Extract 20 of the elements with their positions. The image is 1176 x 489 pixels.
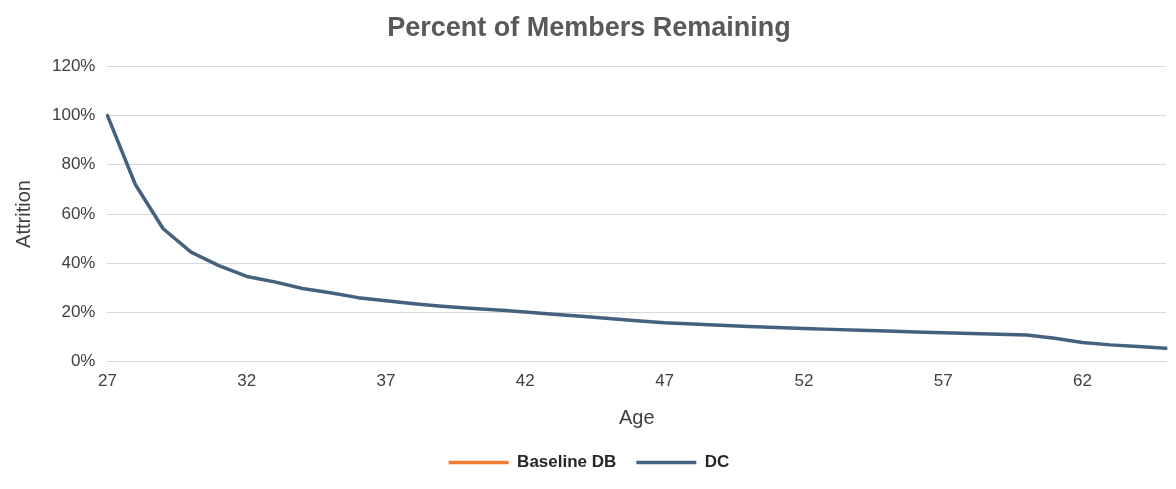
x-tick-label: 27 [98, 371, 117, 391]
legend-label: Baseline DB [517, 452, 617, 472]
y-tick-label: 40% [61, 252, 96, 272]
y-axis-title: Attrition [11, 180, 34, 248]
x-tick-label: 37 [376, 371, 396, 391]
x-tick-label: 42 [515, 371, 535, 391]
x-tick-label: 32 [237, 371, 257, 391]
y-tick-label: 0% [70, 351, 96, 371]
y-tick-label: 80% [61, 154, 96, 174]
y-tick-label: 20% [61, 302, 96, 322]
x-axis-title: Age [618, 405, 655, 428]
legend-label: DC [704, 452, 730, 472]
y-tick-label: 60% [61, 203, 96, 223]
y-tick-label: 100% [52, 105, 96, 125]
chart-title: Percent of Members Remaining [387, 11, 791, 42]
y-tick-label: 120% [52, 56, 96, 76]
x-tick-label: 57 [933, 371, 953, 391]
x-tick-label: 47 [655, 371, 675, 391]
x-tick-label: 62 [1072, 371, 1092, 391]
x-tick-label: 52 [794, 371, 814, 391]
